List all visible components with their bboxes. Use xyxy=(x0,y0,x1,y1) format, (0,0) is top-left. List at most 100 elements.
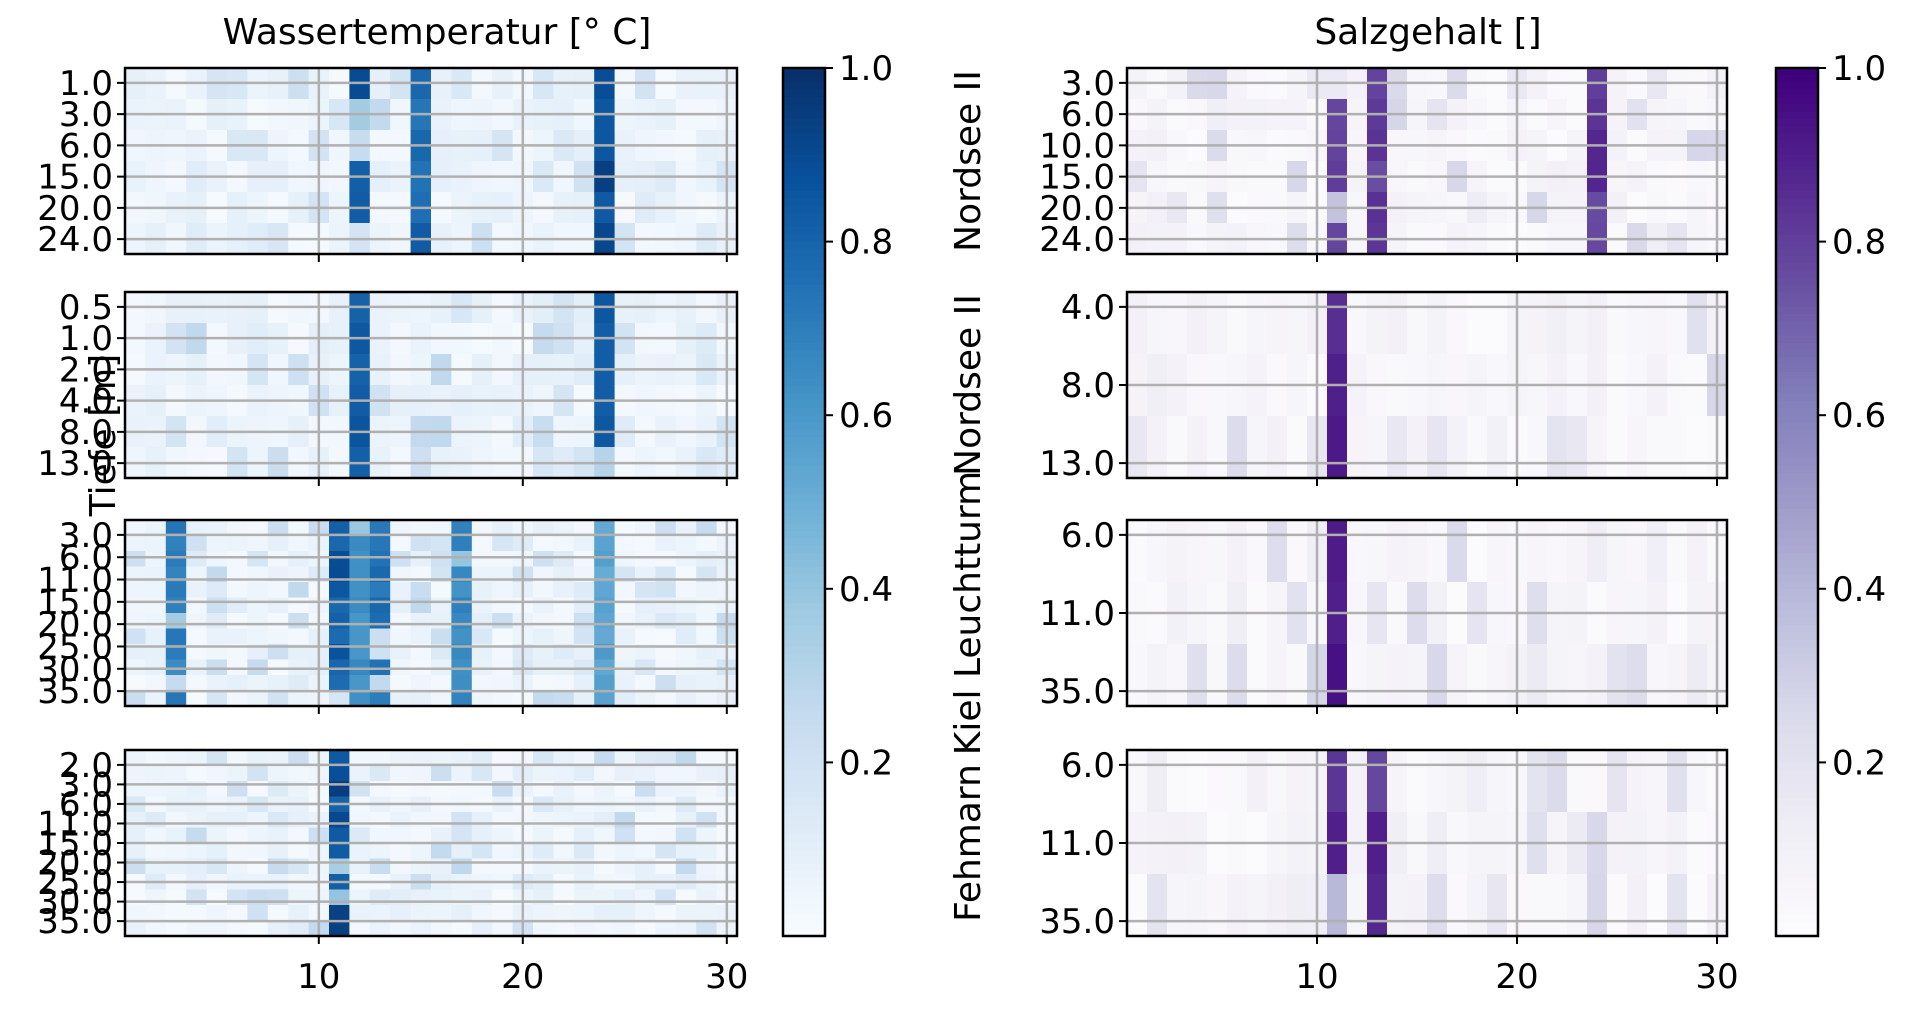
heatmap-cell xyxy=(247,520,269,537)
heatmap-cell xyxy=(635,597,656,614)
colorbar-strip xyxy=(783,878,825,887)
colorbar-strip xyxy=(783,596,825,605)
heatmap-cell xyxy=(492,905,514,922)
colorbar-strip xyxy=(1776,907,1818,916)
colorbar-strip xyxy=(783,364,825,373)
heatmap-cell xyxy=(594,750,616,767)
heatmap-cell xyxy=(165,889,187,906)
heatmap-cell xyxy=(125,843,146,860)
station-label: Nordsee II xyxy=(948,70,989,252)
colorbar-strip xyxy=(783,118,825,127)
colorbar-strip xyxy=(1776,342,1818,351)
heatmap-cell xyxy=(655,535,677,552)
colorbar-strip xyxy=(1776,791,1818,800)
heatmap-cell xyxy=(247,765,269,782)
colorbar-strip xyxy=(1776,169,1818,178)
heatmap-cell xyxy=(533,812,554,829)
heatmap-cell xyxy=(1467,292,1488,355)
colorbar-strip xyxy=(783,415,825,424)
colorbar-strip xyxy=(1776,574,1818,583)
heatmap-cell xyxy=(125,750,146,767)
heatmap-cell xyxy=(267,675,289,692)
y-tick-label: 20.0 xyxy=(1039,189,1115,229)
heatmap-cell xyxy=(492,675,514,692)
heatmap-cell xyxy=(369,535,391,552)
colorbar-strip xyxy=(783,125,825,134)
colorbar-strip xyxy=(783,458,825,467)
heatmap-cell xyxy=(227,628,248,645)
heatmap-cell xyxy=(675,690,697,707)
colorbar-strip xyxy=(1776,227,1818,236)
heatmap-cell xyxy=(1287,750,1308,813)
colorbar-strip xyxy=(1776,263,1818,272)
heatmap-cell xyxy=(675,827,697,844)
colorbar-strip xyxy=(1776,538,1818,547)
colorbar-strip xyxy=(1776,379,1818,388)
heatmap-cell xyxy=(145,582,167,599)
colorbar-strip xyxy=(1776,914,1818,923)
heatmap-cell xyxy=(696,675,718,692)
colorbar-strip xyxy=(1776,755,1818,764)
heatmap-cell xyxy=(655,812,677,829)
heatmap-cell xyxy=(247,628,269,645)
heatmap-cell xyxy=(165,905,187,922)
heatmap-cell xyxy=(451,905,473,922)
heatmap-cell xyxy=(165,675,187,692)
heatmap-cell xyxy=(471,812,493,829)
heatmap-cell xyxy=(369,551,391,568)
colorbar-strip xyxy=(783,603,825,612)
heatmap-cell xyxy=(329,551,350,568)
heatmap-cell xyxy=(165,858,187,875)
colorbar-strip xyxy=(1776,813,1818,822)
colorbar-strip xyxy=(783,776,825,785)
heatmap-cell xyxy=(227,520,248,537)
heatmap-cell xyxy=(492,812,514,829)
colorbar-strip xyxy=(1776,248,1818,257)
heatmap-cell xyxy=(227,750,248,767)
heatmap-cell xyxy=(1127,874,1148,937)
heatmap-cell xyxy=(553,812,575,829)
heatmap-cell xyxy=(573,675,595,692)
heatmap-cell xyxy=(145,675,167,692)
colorbar-strip xyxy=(1776,596,1818,605)
heatmap-cell xyxy=(1607,292,1628,355)
heatmap-cell xyxy=(533,690,554,707)
heatmap-cell xyxy=(369,812,391,829)
heatmap-cell xyxy=(206,690,228,707)
heatmap-cell xyxy=(655,520,677,537)
colorbar-strip xyxy=(783,624,825,633)
heatmap-cell xyxy=(1287,644,1308,707)
colorbar-strip xyxy=(1776,711,1818,720)
axes-frame xyxy=(123,748,739,938)
heatmap-cell xyxy=(125,535,146,552)
colorbar-strip xyxy=(1776,661,1818,670)
heatmap-cell xyxy=(614,690,636,707)
colorbar-strip xyxy=(783,538,825,547)
heatmap-cell xyxy=(655,843,677,860)
heatmap-cell xyxy=(1367,292,1388,355)
heatmap-cell xyxy=(125,551,146,568)
heatmap-cell xyxy=(1467,416,1488,479)
heatmap-cell xyxy=(655,675,677,692)
heatmap-cell xyxy=(1587,874,1608,937)
heatmap-cell xyxy=(492,843,514,860)
heatmap-cell xyxy=(1167,416,1188,479)
heatmap-cell xyxy=(1207,750,1228,813)
heatmap-cell xyxy=(390,628,412,645)
heatmap-cell xyxy=(492,597,514,614)
colorbar-strip xyxy=(1776,559,1818,568)
colorbar-frame xyxy=(781,66,827,938)
heatmap-cell xyxy=(594,613,616,630)
colorbar-strip xyxy=(783,68,825,77)
colorbar-strip xyxy=(1776,509,1818,518)
heatmap-cell xyxy=(125,905,146,922)
heatmap-cell xyxy=(533,750,554,767)
heatmap-cell xyxy=(288,750,310,767)
y-tick-label: 3.0 xyxy=(59,765,113,805)
heatmap-cell xyxy=(145,644,167,661)
heatmap-cell xyxy=(1647,292,1668,355)
heatmap-cell xyxy=(471,765,493,782)
heatmap-cell xyxy=(206,920,228,937)
heatmap-cell xyxy=(145,905,167,922)
heatmap-cell xyxy=(1467,644,1488,707)
